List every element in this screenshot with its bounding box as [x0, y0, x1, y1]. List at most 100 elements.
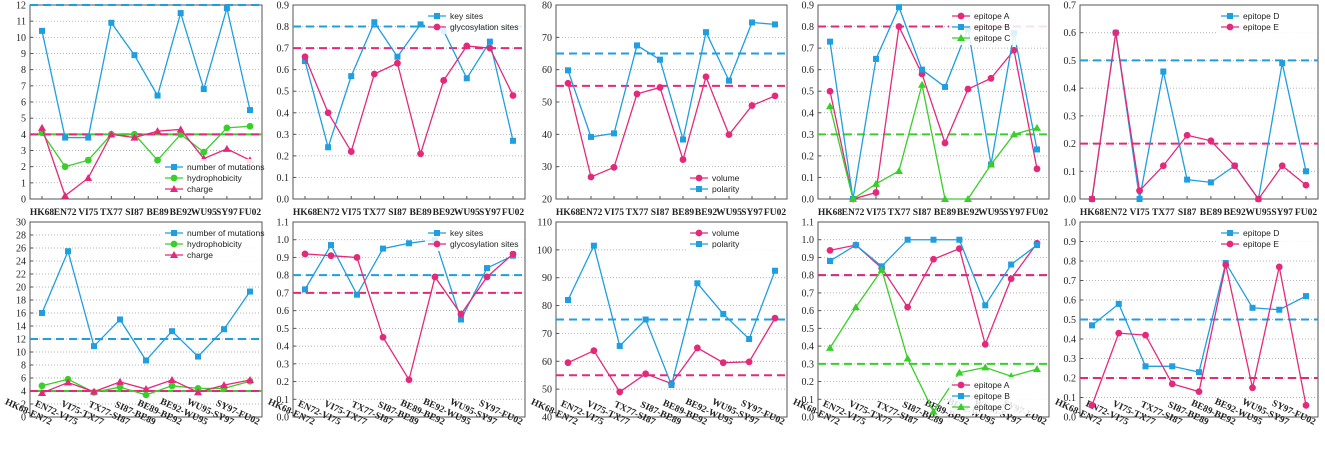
data-point	[91, 343, 97, 350]
chart-panel-4: 0.0 0.1 0.2 0.3 0.4 0.5 0.6 0.7 0.8 0.9 HK68 EN72 VI…	[802, 1, 1050, 218]
data-point	[39, 310, 45, 316]
series-line	[829, 24, 1038, 200]
data-point	[588, 133, 594, 140]
data-point	[177, 10, 184, 17]
data-point	[39, 27, 45, 34]
series-line	[567, 243, 776, 388]
y-tick-label: 20	[16, 283, 26, 294]
legend-marker	[434, 230, 440, 236]
data-point	[749, 19, 755, 26]
data-point	[955, 245, 963, 252]
data-point	[176, 125, 185, 133]
y-tick-label: 0.5	[1064, 56, 1077, 67]
data-point	[772, 267, 778, 274]
data-point	[247, 107, 253, 114]
y-tick-label: 0.3	[802, 359, 815, 370]
y-tick-label: 9	[21, 49, 26, 60]
data-point	[223, 124, 231, 132]
chart-panel-5: 0.0 0.1 0.2 0.3 0.4 0.5 0.6 0.7 HK68 EN72 VI75 TX77…	[1064, 1, 1319, 218]
data-point	[301, 250, 309, 258]
data-point	[587, 173, 595, 181]
series-volume	[564, 73, 779, 181]
legend-label: epitope B	[974, 22, 1010, 32]
y-tick-label: 12	[16, 1, 26, 12]
chart-panel-9: 0.00.10.20.30.40.50.60.70.80.91.01.1HK68…	[791, 218, 1050, 428]
data-point	[61, 163, 69, 171]
data-point	[872, 189, 880, 196]
legend-label: number of mutations	[187, 228, 264, 238]
data-point	[590, 242, 597, 249]
data-point	[457, 310, 465, 318]
data-point	[328, 242, 334, 249]
x-tick-label: BE89	[672, 208, 694, 218]
data-point	[1136, 196, 1143, 202]
y-tick-label: 8	[21, 65, 26, 76]
data-point	[1302, 401, 1310, 409]
data-point	[982, 302, 989, 309]
data-point	[302, 286, 308, 293]
data-point	[1112, 29, 1120, 37]
data-point	[642, 370, 650, 378]
legend-marker	[1226, 240, 1234, 248]
y-tick-label: 14	[16, 322, 26, 333]
x-tick-label: HK68	[293, 208, 318, 218]
y-tick-label: 0.2	[802, 151, 815, 162]
x-tick-label: WU95	[978, 208, 1004, 218]
data-point	[431, 273, 439, 281]
data-point	[827, 258, 833, 264]
x-tick-label: BE89	[934, 208, 956, 218]
data-point	[327, 252, 335, 260]
data-point	[116, 383, 124, 391]
data-point	[964, 85, 972, 93]
y-tick-label: 22	[16, 270, 26, 281]
data-point	[107, 130, 116, 138]
x-tick-label: SY97	[216, 208, 238, 218]
data-point	[633, 90, 641, 98]
data-point	[680, 136, 686, 143]
y-tick-label: 28	[16, 231, 26, 242]
series-line	[41, 125, 251, 168]
legend-label: epitope E	[1243, 239, 1279, 249]
data-point	[1088, 195, 1096, 203]
series-line	[1091, 32, 1307, 201]
y-tick-label: 0.2	[1064, 139, 1077, 150]
legend-box	[425, 8, 523, 34]
x-tick-label: VI75	[604, 208, 624, 218]
x-tick-label: BE89	[409, 208, 431, 218]
y-tick-label: 18	[16, 296, 26, 307]
y-tick-label: 100	[537, 245, 552, 256]
data-point	[117, 316, 123, 323]
data-point	[90, 387, 98, 395]
legend-marker	[695, 174, 703, 182]
data-point	[142, 385, 150, 393]
data-point	[827, 38, 833, 45]
chart-panel-8: 405060708090100110HK68-EN72EN72-VI75VI75…	[529, 218, 788, 428]
data-point	[1168, 380, 1176, 388]
series-number-of-mutations	[39, 248, 253, 364]
y-tick-label: 0.5	[802, 324, 815, 335]
data-point	[1007, 275, 1015, 283]
data-point	[930, 236, 937, 243]
y-tick-label: 0.6	[277, 65, 290, 76]
data-point	[1008, 261, 1015, 268]
y-tick-label: 26	[16, 244, 26, 255]
x-tick-label: HK68	[818, 208, 843, 218]
data-point	[896, 4, 902, 11]
y-tick-label: 2	[21, 400, 26, 411]
legend-marker	[957, 34, 965, 41]
x-tick-label: SI87	[1178, 208, 1197, 218]
data-point	[200, 148, 208, 156]
data-point	[826, 343, 834, 351]
legend-label: hydrophobicity	[187, 173, 243, 183]
data-point	[61, 191, 70, 199]
data-point	[642, 316, 649, 323]
y-tick-label: 8	[21, 361, 26, 372]
y-tick-label: 0.2	[802, 377, 815, 388]
series-line	[829, 239, 1038, 307]
data-point	[1302, 181, 1310, 189]
plot-frame	[292, 4, 526, 200]
data-point	[246, 122, 254, 130]
